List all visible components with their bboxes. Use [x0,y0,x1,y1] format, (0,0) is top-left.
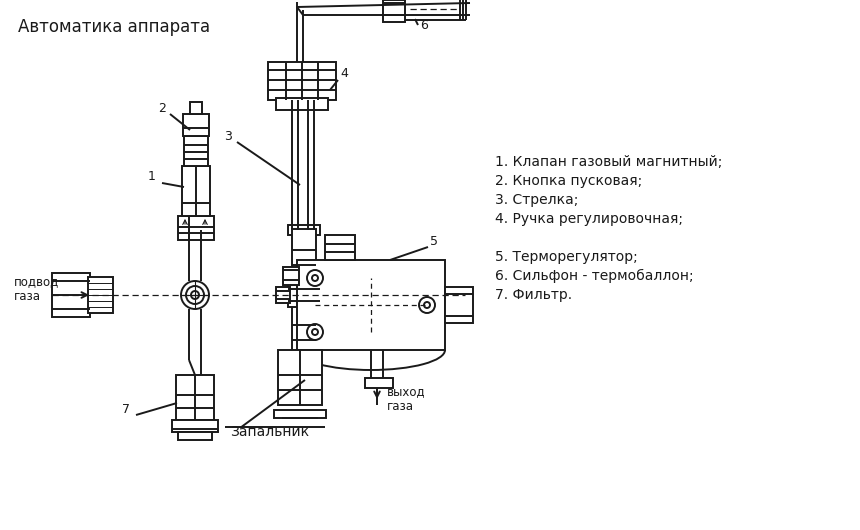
Bar [292,305,316,350]
Bar [325,235,355,260]
Bar [172,420,218,432]
Circle shape [312,275,318,281]
Text: газа: газа [387,400,414,412]
Text: 6: 6 [420,19,428,32]
Text: 6. Сильфон - термобаллон;: 6. Сильфон - термобаллон; [495,269,694,283]
Text: 1: 1 [148,170,156,183]
Text: 5: 5 [430,235,438,248]
Text: газа: газа [14,290,41,304]
Bar [276,287,290,303]
Bar [276,98,328,110]
Bar [383,0,405,22]
Text: 1. Клапан газовый магнитный;: 1. Клапан газовый магнитный; [495,155,722,169]
Bar [88,277,113,313]
Bar [190,102,202,114]
Text: 7: 7 [122,403,130,416]
Bar [52,273,90,317]
Text: 5. Терморегулятор;: 5. Терморегулятор; [495,250,638,264]
Text: Запальник: Запальник [230,425,309,439]
Bar [274,410,326,418]
Circle shape [419,297,435,313]
Bar [292,229,316,281]
Bar [288,225,320,235]
Bar [184,136,208,166]
Circle shape [191,291,199,299]
Bar [182,166,210,216]
Bar [283,267,299,285]
Bar [365,378,393,388]
Text: 2: 2 [158,102,166,115]
Bar [445,287,473,323]
Text: 4: 4 [340,67,348,80]
Text: 4. Ручка регулировочная;: 4. Ручка регулировочная; [495,212,683,226]
Text: выход: выход [387,385,426,399]
Text: 3. Стрелка;: 3. Стрелка; [495,193,579,207]
Text: подвод: подвод [14,276,59,288]
Circle shape [186,286,204,304]
Bar [268,62,336,100]
Bar [178,432,212,440]
Bar [178,216,214,240]
Circle shape [181,281,209,309]
Text: 2. Кнопка пусковая;: 2. Кнопка пусковая; [495,174,642,188]
Bar [183,114,209,136]
Text: 3: 3 [224,130,232,143]
Circle shape [312,329,318,335]
Text: 7. Фильтр.: 7. Фильтр. [495,288,572,302]
Circle shape [307,324,323,340]
Bar [176,375,214,420]
Bar [278,350,322,405]
Text: Автоматика аппарата: Автоматика аппарата [18,18,210,36]
Circle shape [424,302,430,308]
Bar [288,283,320,307]
Circle shape [307,270,323,286]
Bar [297,260,445,350]
